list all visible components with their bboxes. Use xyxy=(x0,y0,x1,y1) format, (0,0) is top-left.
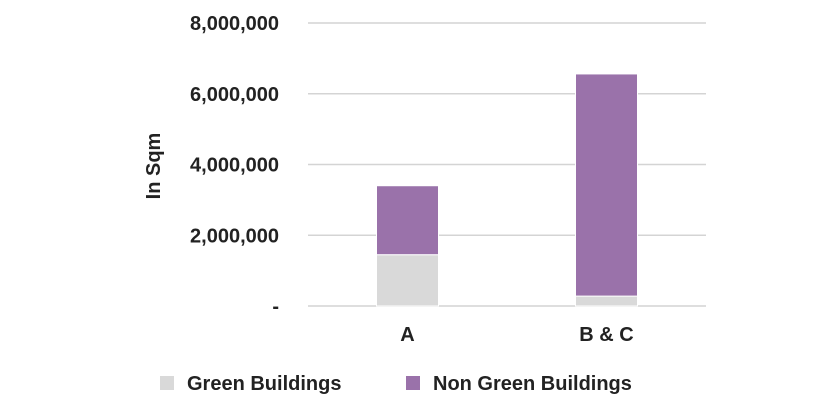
bar-segment-green-0 xyxy=(376,254,439,307)
legend-swatch-0 xyxy=(160,376,174,390)
bar-segment-green-1 xyxy=(575,295,638,307)
bar-segment-non-green-0 xyxy=(376,185,439,256)
x-tick-label: B & C xyxy=(579,324,633,346)
legend-swatch-1 xyxy=(406,376,420,390)
bars xyxy=(376,73,638,307)
y-tick-label: - xyxy=(272,296,279,318)
y-tick-label: 8,000,000 xyxy=(190,13,279,35)
y-tick-label: 6,000,000 xyxy=(190,84,279,106)
legend: Green Buildings Non Green Buildings xyxy=(160,373,632,395)
gridlines xyxy=(308,22,706,307)
y-tick-label: 2,000,000 xyxy=(190,225,279,247)
y-tick-label: 4,000,000 xyxy=(190,155,279,177)
bar-segment-non-green-1 xyxy=(575,73,638,297)
x-tick-label: A xyxy=(400,324,414,346)
legend-label-1: Non Green Buildings xyxy=(433,373,632,395)
legend-label-0: Green Buildings xyxy=(187,373,341,395)
y-axis-ticks: - 2,000,000 4,000,000 6,000,000 8,000,000 xyxy=(190,13,279,318)
y-axis-label: In Sqm xyxy=(143,133,165,200)
